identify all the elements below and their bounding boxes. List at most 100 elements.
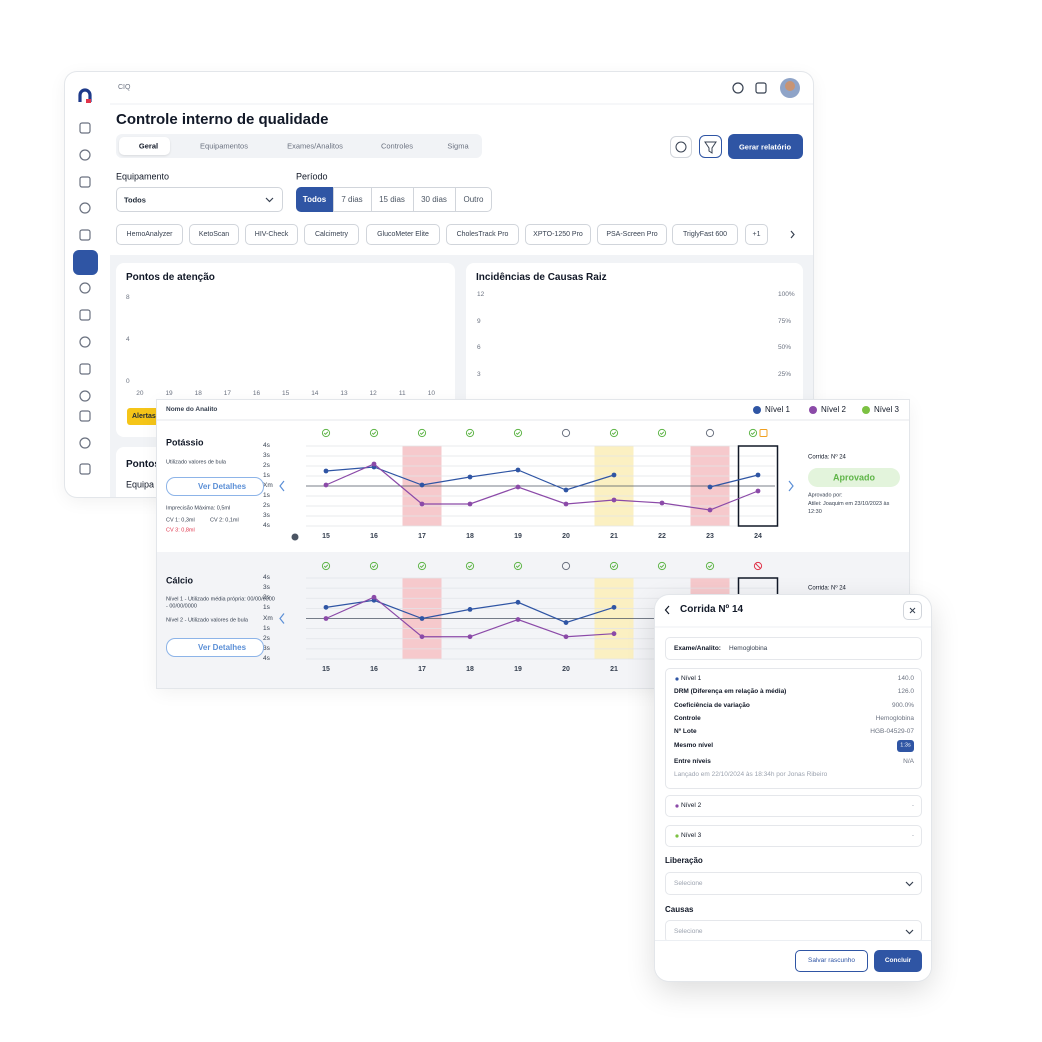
tab-label: Equipamentos (200, 141, 248, 151)
status-ok-check (515, 431, 521, 436)
draft-button[interactable] (795, 950, 868, 972)
equipment-chip[interactable] (189, 224, 239, 245)
equipment-select[interactable] (116, 187, 283, 212)
sidebar-icon (79, 390, 91, 402)
period-option[interactable] (333, 187, 371, 212)
equipment-chip[interactable] (525, 224, 591, 245)
filter-button[interactable] (699, 135, 722, 158)
status-ok-check (323, 564, 329, 569)
release-select[interactable] (665, 872, 922, 895)
equipment-chip[interactable] (116, 224, 183, 245)
page-title: Controle interno de qualidade (116, 111, 329, 128)
y-tick-label: 4s (263, 655, 270, 663)
chip-label: XPTO-1250 Pro (533, 230, 583, 238)
chip-label: HemoAnalyzer (126, 230, 173, 238)
period-option[interactable] (296, 187, 333, 212)
x-tick-label: 20 (136, 390, 144, 398)
x-tick-label: 19 (165, 390, 173, 398)
level-dot (675, 804, 679, 808)
series-point (419, 482, 425, 488)
equipment-chip[interactable] (304, 224, 359, 245)
y-tick-label: 4 (126, 336, 130, 344)
row-value: Hemoglobina (875, 715, 914, 723)
sidebar-item-active[interactable] (73, 250, 98, 275)
field-label: Causas (665, 905, 694, 915)
legend-label: Nível 2 (821, 405, 846, 415)
logo-accent (86, 99, 91, 103)
series-point (371, 594, 377, 600)
tab[interactable] (119, 137, 170, 155)
equipment-chip[interactable] (446, 224, 519, 245)
y-tick-label: 3 (477, 370, 481, 378)
chip-label: Calcimetry (314, 230, 349, 238)
card-title: Pontos (126, 459, 160, 470)
analyte-name: Potássio (166, 437, 204, 448)
close-button[interactable] (903, 601, 922, 620)
level-name: Nível 3 (681, 832, 702, 840)
status-ok (609, 428, 619, 438)
row-label: Nº Lote (674, 728, 697, 736)
x-tick-label: 17 (223, 390, 231, 398)
series-point (515, 599, 521, 605)
sidebar-icon (79, 437, 91, 449)
equipment-chip[interactable] (245, 224, 298, 245)
submit-button[interactable] (874, 950, 922, 972)
period-option[interactable] (455, 187, 492, 212)
levey-jennings-panel-canvas (157, 406, 909, 688)
y-tick-label: 3s (263, 584, 270, 592)
series-point (563, 487, 569, 493)
status-ok (513, 428, 523, 438)
filter-icon (704, 141, 717, 154)
series-line (325, 463, 759, 511)
series-point (563, 620, 569, 625)
period-label: Outro (463, 194, 484, 204)
status-ok-check (515, 564, 521, 569)
analyte-name: Cálcio (166, 575, 194, 586)
period-option[interactable] (413, 187, 455, 212)
level-dot (675, 677, 679, 681)
x-tick-label: 21 (610, 532, 618, 540)
chevron (905, 929, 914, 935)
status-ok-check (371, 431, 377, 436)
series-point (563, 501, 569, 507)
logo (78, 88, 92, 102)
sidebar-icon (79, 463, 91, 475)
footnote: Lançado em 22/10/2024 às 18:34h por Jona… (674, 771, 828, 779)
series-point (755, 488, 761, 494)
status-ok (369, 428, 379, 438)
status-ok (465, 561, 475, 571)
equipment-chip[interactable] (745, 224, 768, 245)
exam-box (665, 637, 922, 660)
equipment-chip[interactable] (597, 224, 667, 245)
equipment-chip[interactable] (672, 224, 738, 245)
prev-arrow (279, 613, 285, 624)
report-button[interactable] (728, 134, 803, 159)
details-button[interactable] (166, 477, 264, 496)
details-button[interactable] (166, 638, 264, 657)
alert-badge[interactable] (127, 408, 163, 425)
level-box (665, 668, 922, 789)
x-tick-label: 19 (514, 665, 522, 673)
series-point (515, 617, 521, 622)
level-dot (675, 834, 679, 838)
y-tick-label: 3s (263, 512, 270, 520)
period-option[interactable] (371, 187, 413, 212)
play-icon (675, 141, 687, 153)
y-tick-label: 12 (477, 291, 485, 299)
play-button[interactable] (670, 136, 692, 158)
chevron (265, 197, 274, 203)
run-modal-canvas (655, 605, 931, 935)
status-label: Aprovado (832, 472, 876, 483)
equipment-chip[interactable] (366, 224, 440, 245)
field-label: Exame/Analito: (674, 644, 721, 652)
period-label: Todos (302, 194, 327, 204)
row-value: 900.0% (891, 701, 914, 709)
chip-label: KetoScan (198, 230, 230, 238)
x-tick-label: 10 (427, 390, 436, 398)
status-ok-check (419, 564, 425, 569)
sidebar-icon (79, 336, 91, 348)
x-tick-label: 13 (340, 390, 348, 398)
row-value: 126.0 (897, 688, 914, 696)
x-tick-label: 20 (562, 665, 570, 673)
